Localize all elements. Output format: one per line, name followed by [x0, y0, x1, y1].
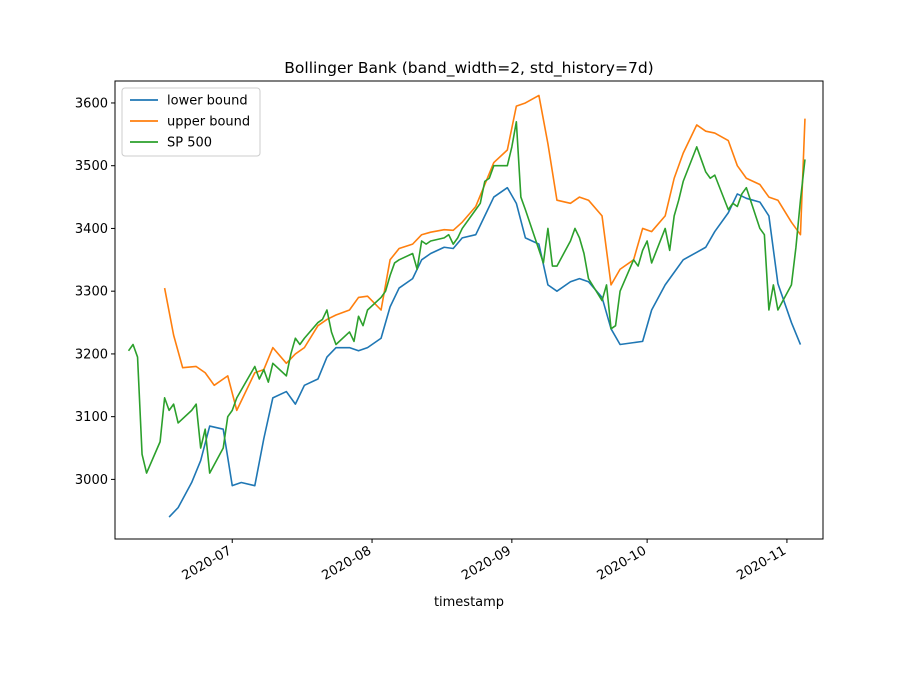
y-tick-label: 3400	[75, 222, 108, 237]
legend-label: SP 500	[167, 136, 212, 151]
y-axis: 3000 3100 3200 3300 3400 3500 3600	[75, 96, 115, 488]
y-tick-label: 3300	[75, 285, 108, 300]
legend-box	[121, 87, 261, 157]
y-tick-label: 3600	[75, 96, 108, 111]
plot-frame	[114, 80, 824, 540]
lower-bound-line	[168, 186, 802, 518]
x-axis-label: timestamp	[434, 595, 504, 610]
legend-label: upper bound	[167, 115, 250, 130]
sp-500-line	[127, 120, 806, 474]
y-tick-label: 3000	[75, 473, 108, 488]
y-tick-label: 3100	[75, 410, 108, 425]
plot-area	[127, 94, 806, 518]
y-tick-label: 3200	[75, 347, 108, 362]
y-tick-label: 3500	[75, 159, 108, 174]
legend-label: lower bound	[167, 94, 248, 109]
chart-title: Bollinger Bank (band_width=2, std_histor…	[284, 59, 653, 78]
legend: lower bound upper bound SP 500	[121, 87, 261, 157]
upper-bound-line	[163, 94, 806, 412]
